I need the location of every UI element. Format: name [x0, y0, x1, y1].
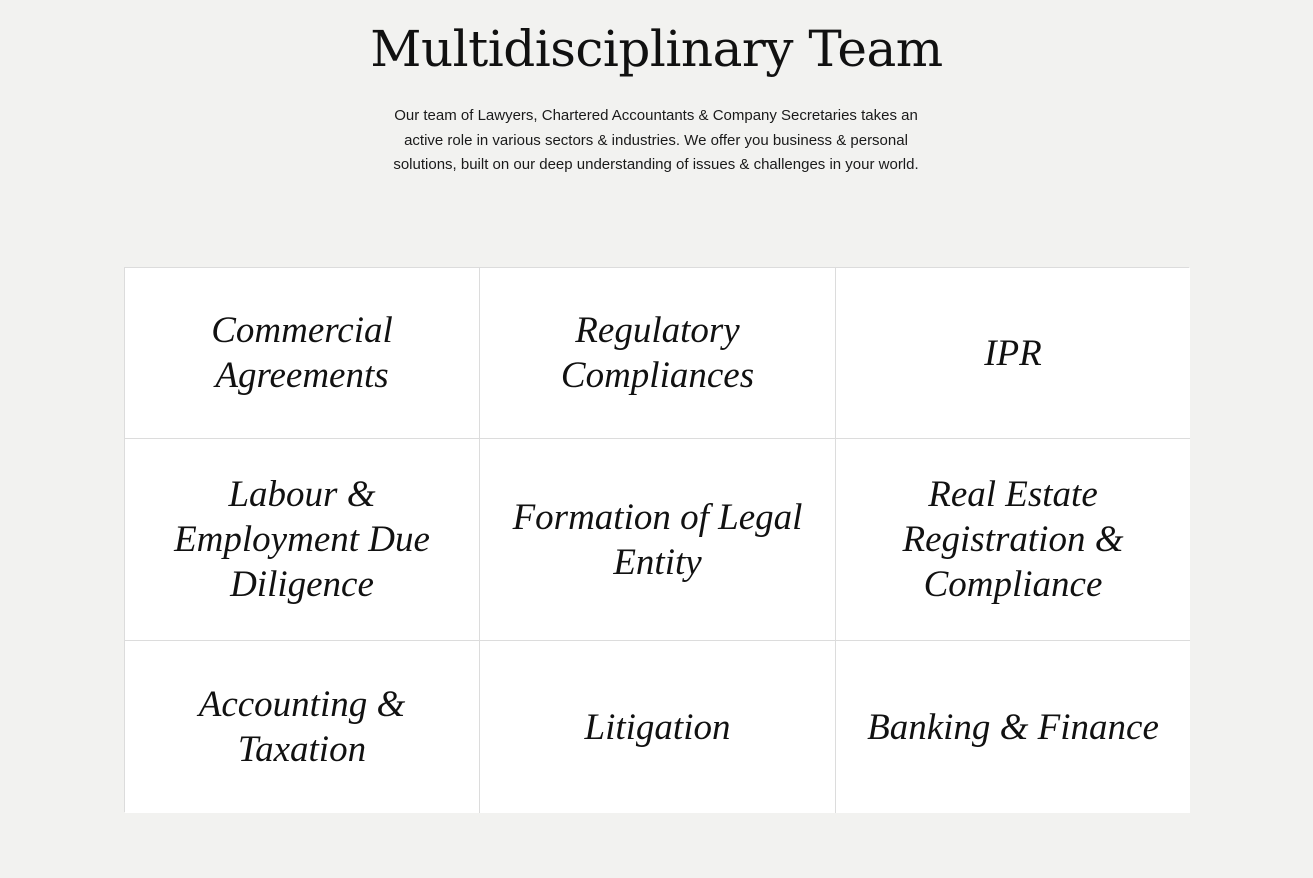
section-title: Multidisciplinary Team — [370, 20, 943, 78]
service-card-label: Regulatory Compliances — [560, 310, 755, 396]
service-card-label: Labour & Employment Due Diligence — [174, 474, 430, 605]
service-card-label: Commercial Agreements — [211, 310, 393, 396]
service-card-regulatory-compliances[interactable]: Regulatory Compliances — [480, 268, 836, 439]
service-card-real-estate[interactable]: Real Estate Registration & Compliance — [836, 439, 1190, 641]
service-card-label: Litigation — [584, 706, 731, 748]
service-card-label: IPR — [984, 332, 1042, 374]
service-card-label: Banking & Finance — [867, 706, 1159, 748]
services-grid: Commercial Agreements Regulatory Complia… — [124, 267, 1190, 813]
service-card-banking-finance[interactable]: Banking & Finance — [836, 641, 1190, 813]
service-card-label: Formation of Legal Entity — [512, 496, 803, 583]
service-card-label: Real Estate Registration & Compliance — [902, 474, 1124, 605]
service-card-labour-employment[interactable]: Labour & Employment Due Diligence — [125, 439, 480, 641]
service-card-label: Accounting & Taxation — [198, 684, 406, 770]
service-card-accounting-taxation[interactable]: Accounting & Taxation — [125, 641, 480, 813]
service-card-formation-legal-entity[interactable]: Formation of Legal Entity — [480, 439, 836, 641]
service-card-ipr[interactable]: IPR — [836, 268, 1190, 439]
service-card-litigation[interactable]: Litigation — [480, 641, 836, 813]
section-description: Our team of Lawyers, Chartered Accountan… — [393, 107, 919, 173]
service-card-commercial-agreements[interactable]: Commercial Agreements — [125, 268, 480, 439]
